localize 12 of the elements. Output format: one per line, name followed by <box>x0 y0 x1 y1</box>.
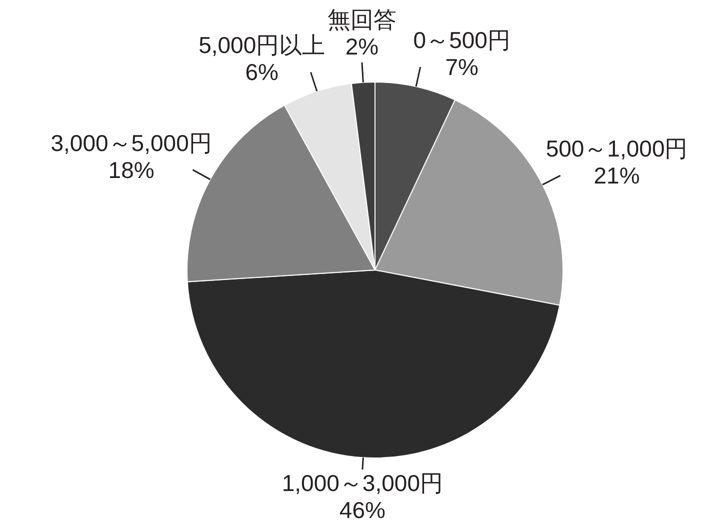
data-label: 2% <box>345 33 379 60</box>
slice-label: 500～1,000円 <box>546 136 688 162</box>
data-label: 46% <box>339 496 386 523</box>
data-label: 18% <box>108 156 154 183</box>
slice-label: 3,000～5,000円 <box>50 130 212 156</box>
slice-label: 無回答 <box>327 6 396 32</box>
data-label: 6% <box>245 59 278 86</box>
slice-label: 1,000～3,000円 <box>282 470 444 496</box>
slice-label: 0～500円 <box>413 27 510 54</box>
slice-label: 5,000円以上 <box>198 32 326 58</box>
data-label: 21% <box>594 162 640 189</box>
data-label: 7% <box>445 54 479 80</box>
